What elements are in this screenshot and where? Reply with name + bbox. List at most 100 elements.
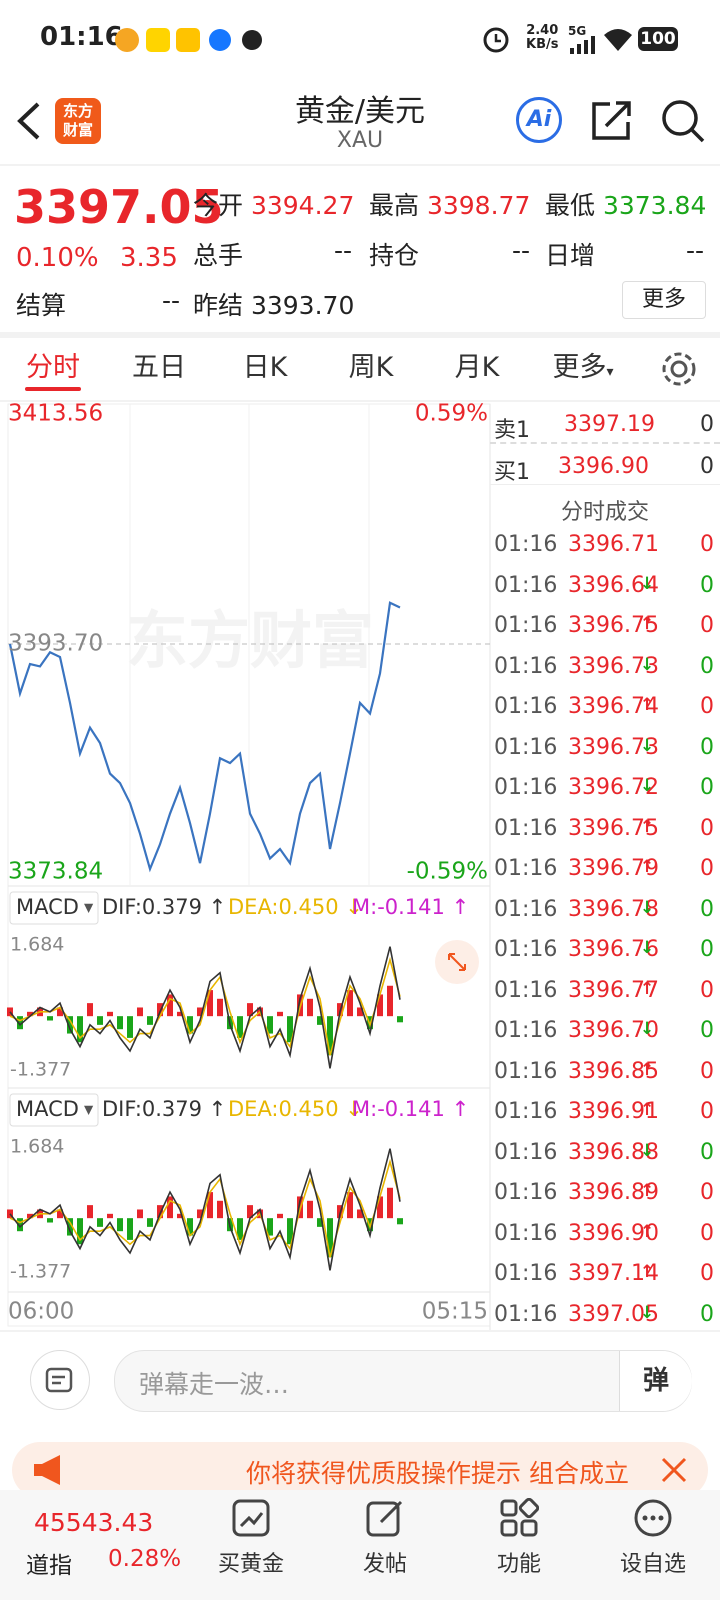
net-speed-value: 2.40 bbox=[526, 23, 559, 38]
tab-bar: 分时 五日 日K 周K 月K 更多▾ bbox=[0, 345, 720, 397]
macd-bar bbox=[207, 1192, 213, 1219]
macd-bar bbox=[27, 1213, 33, 1219]
divider bbox=[0, 332, 720, 338]
pct-min-label: -0.59% bbox=[407, 859, 488, 885]
tab-underline bbox=[25, 387, 81, 391]
book-side: 买1 bbox=[494, 460, 530, 485]
signal-icon bbox=[570, 36, 596, 58]
field-label: 总手 bbox=[193, 241, 244, 270]
trade-direction: ↓ bbox=[640, 776, 655, 796]
nav-item[interactable]: 功能 bbox=[464, 1498, 574, 1578]
trade-volume: 0 bbox=[700, 856, 714, 881]
trades-title: 分时成交 bbox=[560, 500, 649, 525]
close-button[interactable] bbox=[660, 1456, 688, 1484]
trade-price: 3396.72 bbox=[568, 775, 659, 800]
trade-volume: 0 bbox=[700, 1261, 714, 1286]
trade-direction: ↑ bbox=[640, 1221, 655, 1242]
tab[interactable]: 日K bbox=[242, 352, 288, 383]
trade-volume: 0 bbox=[700, 815, 714, 841]
macd-bar bbox=[217, 1200, 223, 1219]
field-label: 结算 bbox=[16, 291, 67, 320]
trade-volume: 0 bbox=[700, 1220, 714, 1246]
y-min-label: -1.377 bbox=[10, 1059, 71, 1081]
trade-time: 01:16 bbox=[494, 734, 558, 760]
wifi-icon bbox=[602, 26, 634, 56]
macd-bar bbox=[87, 1003, 93, 1017]
promo-banner[interactable]: 你将获得优质股操作提示 组合成立 bbox=[12, 1442, 708, 1498]
macd-bar bbox=[167, 1196, 173, 1219]
settings-button[interactable] bbox=[660, 350, 698, 392]
trade-panel: 卖1 3397.19 0 买1 3396.90 0 分时成交 01:16 3396.71 0 01:… bbox=[490, 404, 720, 1330]
macd-bar bbox=[67, 1218, 73, 1236]
y-min-label: 3373.84 bbox=[8, 859, 103, 885]
comment-placeholder: 弹幕走一波… bbox=[139, 1370, 290, 1399]
field: 最低 3373.84 bbox=[545, 186, 706, 222]
nav-item[interactable]: 设自选 bbox=[598, 1498, 708, 1578]
macd-bar bbox=[47, 1016, 53, 1021]
tab[interactable]: 更多▾ bbox=[552, 352, 614, 383]
battery: 100 bbox=[638, 27, 678, 51]
indicator-select bbox=[9, 891, 99, 925]
nav-item[interactable]: 发帖 bbox=[330, 1498, 440, 1578]
trade-volume: 0 bbox=[700, 694, 714, 719]
tab[interactable]: 五日 bbox=[132, 352, 186, 383]
macd-bar bbox=[287, 1218, 293, 1245]
trade-time: 01:16 bbox=[494, 1180, 558, 1205]
trade-direction: ↓ bbox=[640, 735, 655, 756]
comment-settings[interactable] bbox=[30, 1350, 90, 1410]
dif-label: DIF:0.379 ↑ bbox=[102, 1097, 226, 1121]
macd-bar bbox=[47, 1218, 53, 1223]
trade-direction: ↓ bbox=[640, 938, 655, 958]
macd-bar bbox=[277, 1011, 283, 1017]
trade-volume: 0 bbox=[700, 896, 714, 922]
tab[interactable]: 分时 bbox=[26, 352, 80, 383]
back-button[interactable] bbox=[14, 100, 44, 146]
y-max-label: 3413.56 bbox=[8, 401, 103, 427]
trade-time: 01:16 bbox=[494, 1301, 558, 1327]
net-speed-unit: KB/s bbox=[526, 37, 559, 52]
macd-bar bbox=[107, 1011, 113, 1017]
field-value: 3373.84 bbox=[602, 191, 707, 220]
dropdown-caret: ▼ bbox=[84, 901, 94, 915]
tab[interactable]: 周K bbox=[348, 352, 394, 383]
trade-volume: 0 bbox=[700, 613, 714, 638]
macd-bar bbox=[127, 1016, 133, 1038]
trade-direction: ↑ bbox=[640, 1059, 655, 1080]
trade-direction: ↑ bbox=[640, 614, 655, 634]
macd-bar bbox=[117, 1218, 123, 1232]
indicator-name: MACD bbox=[16, 1097, 79, 1121]
search-button[interactable] bbox=[660, 98, 706, 148]
megaphone-icon bbox=[34, 1455, 60, 1485]
dif-line bbox=[9, 1148, 401, 1271]
comment-input[interactable]: 弹幕走一波… 弹 bbox=[114, 1350, 692, 1412]
danmaku-toggle[interactable]: 弹 bbox=[619, 1351, 692, 1411]
more-button[interactable]: 更多 bbox=[622, 281, 706, 319]
ai-button[interactable]: Ai bbox=[516, 97, 562, 143]
dea-label: DEA:0.450 ↓ bbox=[228, 895, 363, 919]
y-min-label: -1.377 bbox=[10, 1261, 71, 1283]
trade-price: 3396.71 bbox=[568, 532, 659, 557]
macd-bar bbox=[107, 1213, 113, 1219]
trade-time: 01:16 bbox=[494, 532, 558, 557]
tab[interactable]: 月K bbox=[454, 352, 500, 383]
macd-bar bbox=[377, 994, 383, 1017]
trade-price: 3396.70 bbox=[568, 1018, 659, 1043]
price-line bbox=[8, 601, 401, 873]
trade-time: 01:16 bbox=[494, 694, 558, 719]
book-price: 3396.90 bbox=[558, 454, 649, 479]
nav-item[interactable]: 买黄金 bbox=[196, 1498, 306, 1578]
trade-price: 3396.77 bbox=[568, 977, 659, 1003]
field-label: 昨结 bbox=[193, 291, 244, 320]
field-label: 最高 bbox=[369, 191, 420, 220]
macd-bar bbox=[197, 1007, 203, 1017]
logo-text: 财富 bbox=[62, 121, 93, 139]
field: 最高 3398.77 bbox=[369, 186, 530, 222]
field-label: 最低 bbox=[545, 191, 596, 220]
nav-label: 设自选 bbox=[619, 1552, 686, 1577]
macd-bar bbox=[347, 1192, 353, 1219]
trade-price: 3396.73 bbox=[568, 734, 659, 760]
y-max-label: 1.684 bbox=[10, 1136, 64, 1158]
share-button[interactable] bbox=[590, 98, 634, 146]
banner-text: 你将获得优质股操作提示 组合成立 bbox=[246, 1459, 629, 1488]
